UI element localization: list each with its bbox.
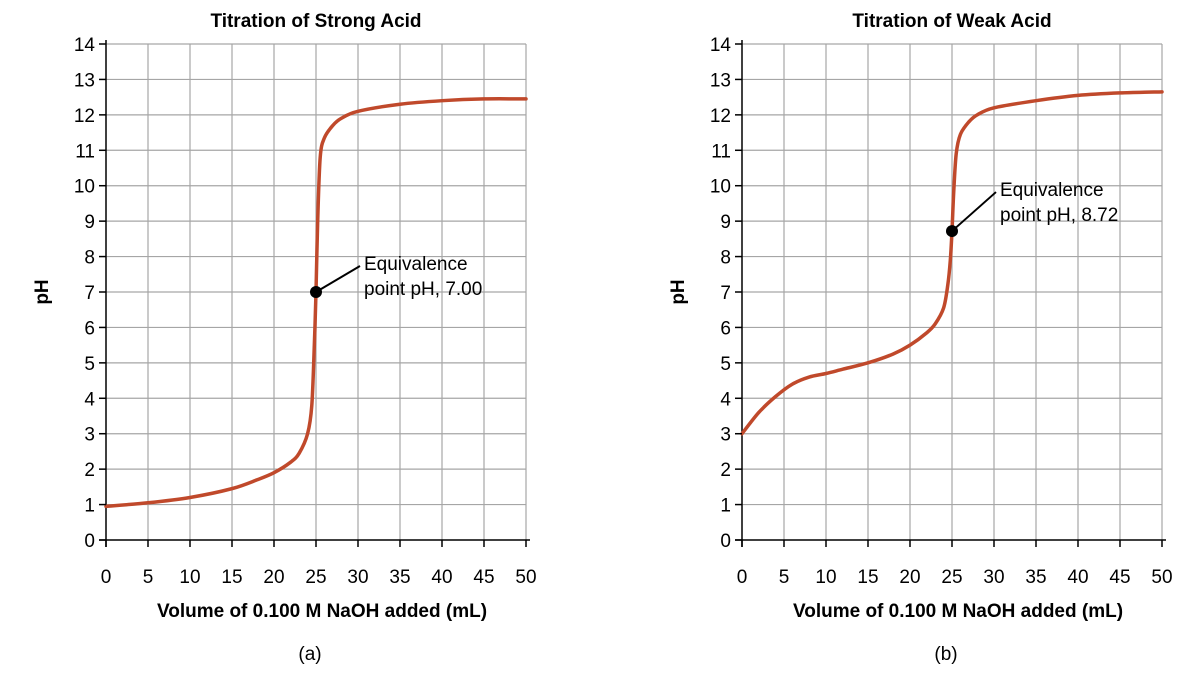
- x-tick-label: 40: [431, 567, 452, 588]
- y-tick-label: 2: [84, 460, 95, 481]
- y-tick-label: 1: [84, 496, 95, 517]
- panel-label-a: (a): [298, 644, 321, 665]
- y-tick-label: 14: [710, 35, 732, 56]
- x-tick-label: 20: [899, 567, 920, 588]
- x-tick-label: 0: [101, 567, 112, 588]
- y-tick-label: 11: [711, 141, 731, 162]
- x-tick-label: 0: [737, 567, 748, 588]
- y-tick-label: 2: [720, 460, 731, 481]
- y-tick-label: 10: [710, 177, 731, 198]
- annotation-line2-a: point pH, 7.00: [364, 279, 482, 300]
- x-tick-label: 25: [305, 567, 326, 588]
- y-tick-label: 8: [720, 248, 731, 269]
- y-tick-label: 1: [720, 496, 731, 517]
- x-tick-label: 40: [1067, 567, 1088, 588]
- chart-title-b: Titration of Weak Acid: [852, 11, 1051, 32]
- annotation-line2-b: point pH, 8.72: [1000, 205, 1118, 226]
- x-tick-label: 30: [983, 567, 1004, 588]
- y-tick-label: 9: [84, 212, 95, 233]
- y-tick-label: 0: [720, 531, 731, 552]
- y-tick-label: 5: [84, 354, 95, 375]
- x-tick-label: 5: [779, 567, 790, 588]
- y-tick-label: 13: [74, 70, 95, 91]
- y-tick-label: 4: [720, 389, 731, 410]
- y-tick-label: 9: [720, 212, 731, 233]
- annotation-leader-b: [951, 191, 997, 232]
- x-tick-label: 15: [221, 567, 242, 588]
- y-tick-label: 3: [84, 425, 95, 446]
- y-tick-label: 5: [720, 354, 731, 375]
- chart-title-a: Titration of Strong Acid: [210, 11, 421, 32]
- panel-label-b: (b): [934, 644, 957, 665]
- x-tick-label: 10: [815, 567, 836, 588]
- y-tick-label: 6: [84, 318, 95, 339]
- x-tick-label: 15: [857, 567, 878, 588]
- equivalence-point-b: [946, 225, 958, 238]
- annotation-line1-b: Equivalence: [1000, 180, 1104, 201]
- curve-a: [104, 97, 528, 509]
- annotation-line1-a: Equivalence: [364, 254, 468, 275]
- x-tick-label: 10: [179, 567, 200, 588]
- x-tick-label: 5: [143, 567, 154, 588]
- y-tick-label: 10: [74, 177, 95, 198]
- annotation-leader-a: [315, 265, 361, 293]
- y-tick-label: 6: [720, 318, 731, 339]
- y-tick-label: 8: [84, 248, 95, 269]
- y-tick-label: 7: [84, 283, 95, 304]
- x-tick-label: 50: [1151, 567, 1172, 588]
- y-tick-label: 4: [84, 389, 95, 410]
- x-tick-label: 45: [473, 567, 494, 588]
- x-tick-label: 45: [1109, 567, 1130, 588]
- x-tick-label: 30: [347, 567, 368, 588]
- y-axis-label-a: pH: [32, 279, 53, 304]
- x-tick-label: 50: [515, 567, 536, 588]
- x-tick-label: 35: [1025, 567, 1046, 588]
- y-axis-label-b: pH: [668, 279, 689, 304]
- x-axis-label-a: Volume of 0.100 M NaOH added (mL): [157, 601, 487, 622]
- y-tick-label: 12: [74, 106, 95, 127]
- x-axis-label-b: Volume of 0.100 M NaOH added (mL): [793, 601, 1123, 622]
- axes-b: [735, 40, 1166, 547]
- y-tick-label: 14: [74, 35, 96, 56]
- y-tick-label: 0: [84, 531, 95, 552]
- x-tick-label: 35: [389, 567, 410, 588]
- y-tick-label: 7: [720, 283, 731, 304]
- x-tick-label: 20: [263, 567, 284, 588]
- y-tick-label: 12: [710, 106, 731, 127]
- axes-a: [99, 40, 530, 547]
- y-tick-label: 13: [710, 70, 731, 91]
- y-tick-label: 11: [75, 141, 95, 162]
- grid-b: [742, 43, 1163, 540]
- x-tick-label: 25: [941, 567, 962, 588]
- curve-b: [740, 90, 1164, 436]
- y-tick-label: 3: [720, 425, 731, 446]
- equivalence-point-a: [310, 286, 322, 298]
